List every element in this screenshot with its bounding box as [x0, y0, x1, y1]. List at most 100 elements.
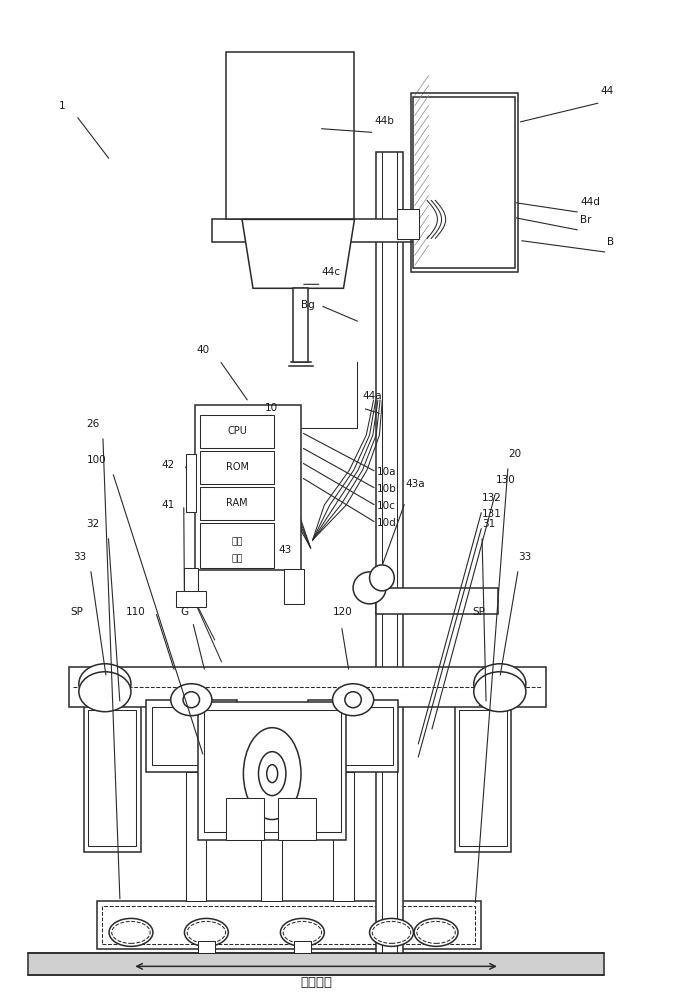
Text: Bg: Bg — [301, 300, 315, 310]
Text: 33: 33 — [518, 552, 532, 562]
Ellipse shape — [183, 692, 199, 708]
Bar — [261, 772, 282, 901]
Text: 33: 33 — [73, 552, 86, 562]
Text: 100: 100 — [87, 455, 106, 465]
Bar — [203, 710, 341, 832]
Text: 10a: 10a — [376, 467, 396, 477]
Bar — [308, 700, 398, 772]
Bar — [284, 569, 304, 604]
Ellipse shape — [333, 684, 374, 716]
Text: 1: 1 — [59, 101, 65, 111]
Bar — [376, 152, 403, 953]
Text: 31: 31 — [482, 519, 495, 529]
Text: 10d: 10d — [376, 518, 396, 528]
Text: 44d: 44d — [580, 197, 600, 207]
Text: ROM: ROM — [226, 462, 249, 472]
Bar — [200, 415, 273, 448]
Bar — [411, 93, 517, 272]
Bar — [184, 568, 198, 594]
Bar — [112, 671, 124, 705]
Bar — [506, 671, 517, 705]
Text: 43: 43 — [278, 545, 291, 555]
Text: 40: 40 — [196, 345, 210, 355]
Bar — [146, 700, 236, 772]
Ellipse shape — [79, 664, 131, 704]
Text: CPU: CPU — [227, 426, 247, 436]
Bar — [86, 671, 98, 705]
Bar — [313, 707, 393, 765]
Ellipse shape — [171, 684, 212, 716]
Bar — [225, 52, 354, 219]
Text: 10c: 10c — [376, 501, 395, 511]
Text: SP: SP — [71, 607, 84, 617]
Ellipse shape — [474, 664, 526, 704]
Bar — [414, 97, 515, 268]
Bar — [185, 772, 206, 901]
Text: 20: 20 — [508, 449, 521, 459]
Text: RAM: RAM — [227, 498, 248, 508]
Text: 132: 132 — [482, 493, 502, 503]
Bar — [212, 219, 474, 242]
Bar — [89, 710, 137, 846]
Text: 42: 42 — [162, 460, 175, 470]
Bar — [397, 209, 419, 239]
Bar — [333, 772, 354, 901]
Text: 32: 32 — [87, 519, 100, 529]
Ellipse shape — [353, 572, 386, 604]
Ellipse shape — [345, 692, 361, 708]
Text: 130: 130 — [496, 475, 515, 485]
Text: G: G — [180, 607, 188, 617]
Bar — [480, 671, 492, 705]
Text: 120: 120 — [333, 607, 353, 617]
Bar — [198, 941, 214, 953]
Ellipse shape — [109, 918, 153, 946]
Text: B: B — [607, 237, 615, 247]
Bar — [225, 798, 264, 840]
Bar — [455, 704, 512, 852]
Bar — [85, 704, 141, 852]
Text: 44a: 44a — [363, 391, 383, 401]
Ellipse shape — [184, 918, 228, 946]
Bar — [376, 588, 498, 614]
Ellipse shape — [280, 918, 324, 946]
Ellipse shape — [414, 918, 458, 946]
Bar — [176, 591, 206, 607]
Bar — [200, 487, 273, 520]
Text: SP: SP — [473, 607, 485, 617]
Bar — [97, 901, 481, 949]
Ellipse shape — [258, 752, 286, 796]
Bar — [293, 288, 308, 362]
Text: 宽度方向: 宽度方向 — [300, 976, 332, 989]
Bar — [185, 454, 196, 512]
Bar — [294, 941, 311, 953]
Text: 41: 41 — [162, 500, 175, 510]
Text: 131: 131 — [482, 509, 502, 519]
Bar — [200, 451, 273, 484]
Text: 110: 110 — [126, 607, 145, 617]
Bar — [69, 667, 545, 707]
Ellipse shape — [79, 672, 131, 712]
Bar — [198, 702, 346, 840]
Text: 10b: 10b — [376, 484, 396, 494]
Text: 44c: 44c — [322, 267, 341, 277]
Bar — [28, 953, 604, 975]
Text: 26: 26 — [87, 419, 100, 429]
Text: 面板: 面板 — [232, 554, 243, 563]
Text: 44: 44 — [600, 86, 614, 96]
Bar — [200, 523, 273, 568]
Bar — [152, 707, 231, 765]
Text: 43a: 43a — [405, 479, 425, 489]
Bar — [102, 906, 475, 944]
Bar — [278, 798, 316, 840]
Text: 44b: 44b — [374, 116, 394, 126]
Text: 10: 10 — [264, 403, 278, 413]
Ellipse shape — [243, 728, 301, 820]
Ellipse shape — [370, 918, 414, 946]
Ellipse shape — [267, 765, 278, 783]
Bar — [460, 710, 508, 846]
Bar — [194, 405, 301, 570]
Ellipse shape — [474, 672, 526, 712]
Text: Br: Br — [580, 215, 592, 225]
Polygon shape — [242, 219, 354, 288]
Ellipse shape — [370, 565, 394, 591]
